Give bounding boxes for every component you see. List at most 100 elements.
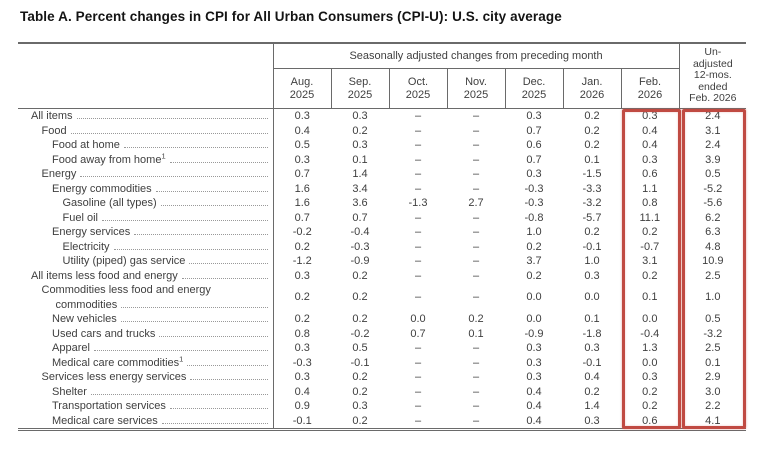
cell-month-4: -0.9 [524,327,544,340]
cell-unadjusted-12mo: -3.2 [678,326,747,341]
table-row: Commodities less food and energy commodit… [18,283,747,312]
cell-month-0: 0.8 [294,327,310,340]
cell-month-2: – [414,110,422,122]
month-header-row: Aug. 2025 Sep. 2025 Oct. 2025 Nov. 2025 Dec. 2025… [18,68,746,109]
cell-month-3: – [472,342,480,354]
cell-month-4: 0.2 [526,240,542,253]
leader-dots [190,379,268,380]
unadjusted-column-header: Un- adjusted 12-mos. ended Feb. 2026 [678,43,747,109]
cell-month-1: -0.1 [350,356,370,369]
cell-month-5: -0.1 [582,240,602,253]
cell-month-4: 1.0 [526,226,542,238]
cell-month-0: -0.3 [292,356,312,369]
cell-month-0: 0.5 [294,139,310,151]
cell-month-5: 1.4 [584,400,600,412]
cell-unadjusted-12mo: 2.2 [678,399,747,414]
cell-month-2: – [414,240,422,253]
cell-unadjusted-12mo: 0.5 [678,167,747,182]
cell-month-6: 0.0 [642,356,658,369]
cell-month-0: 0.4 [294,124,310,137]
row-label: Transportation services [18,399,274,414]
row-label: Used cars and trucks [18,326,274,341]
row-label: Food away from home1 [18,152,274,167]
cell-month-4: 0.2 [526,269,542,282]
cell-month-4: 3.7 [526,255,542,267]
cell-month-6: -0.4 [640,327,660,340]
column-header-jan-2026: Jan. 2026 [562,68,621,109]
cell-month-3: – [472,226,480,238]
row-label: New vehicles [18,312,274,327]
cell-month-6: 0.2 [642,385,658,398]
leader-dots [134,234,268,235]
cell-month-6: 0.3 [642,153,658,166]
cell-month-0: 0.3 [294,110,310,122]
leader-dots [169,161,268,163]
cell-month-5: -0.1 [582,356,602,369]
table-row: Services less energy services 0.3 0.2 – – 0.3… [18,370,747,385]
cell-month-4: -0.3 [524,182,544,195]
column-header-aug-2025: Aug. 2025 [273,68,331,109]
table-row: Electricity 0.2 -0.3 – – 0.2 -0.1 -0.7 4.8 [18,239,747,254]
column-header-feb-2026: Feb. 2026 [620,68,680,109]
cell-month-4: 0.3 [526,168,542,180]
leader-dots [160,205,268,206]
cell-month-1: 0.7 [352,211,368,224]
table-row: Food 0.4 0.2 – – 0.7 0.2 0.4 3.1 [18,123,747,138]
row-label: Utility (piped) gas service [18,254,274,269]
cell-month-0: -0.1 [292,414,312,427]
cell-month-5: 0.1 [584,313,600,325]
leader-dots [70,132,268,134]
cell-month-6: -0.7 [640,240,660,253]
table-row: Apparel 0.3 0.5 – – 0.3 0.3 1.3 2.5 [18,341,747,356]
cell-unadjusted-12mo: 2.4 [678,138,747,153]
cell-month-1: 0.2 [352,414,368,427]
cell-month-1: 3.6 [352,197,368,209]
cell-month-6: 0.3 [642,371,658,383]
cell-month-3: 0.1 [468,327,484,340]
cell-month-2: -1.3 [408,197,428,209]
leader-dots [159,335,268,337]
leader-dots [113,248,268,250]
cell-month-6: 0.1 [642,291,658,304]
cell-month-3: – [472,153,480,166]
cell-month-0: 0.7 [294,211,310,224]
cell-month-6: 11.1 [639,211,661,224]
cell-month-0: -0.2 [292,226,312,238]
table-row: Gasoline (all types) 1.6 3.6 -1.3 2.7 -0.3 -3.… [18,196,747,211]
cell-month-5: 0.4 [584,371,600,383]
cell-month-4: 0.4 [526,414,542,427]
cell-month-4: 0.0 [526,313,542,325]
page-title: Table A. Percent changes in CPI for All … [20,9,562,24]
cell-month-1: -0.4 [350,226,370,238]
cell-month-2: – [414,139,422,151]
row-label: Medical care commodities1 [18,355,274,370]
leader-dots [181,277,268,279]
table-row: All items less food and energy 0.3 0.2 – – 0.… [18,268,747,283]
cell-month-4: 0.3 [526,371,542,383]
cell-unadjusted-12mo: 4.1 [678,413,747,430]
cell-month-1: 0.2 [352,385,368,398]
table-row: Energy services -0.2 -0.4 – – 1.0 0.2 0.2 6.3 [18,225,747,240]
table-body: All items 0.3 0.3 – – 0.3 0.2 0.3 2.4 Food 0.4 0.2 –… [18,108,747,430]
column-header-nov-2025: Nov. 2025 [446,68,505,109]
cell-month-4: 0.6 [526,139,542,151]
cell-month-1: 0.2 [352,124,368,137]
cell-month-3: 2.7 [468,197,484,209]
cell-month-3: – [472,400,480,412]
cell-month-0: -1.2 [292,255,312,267]
cell-unadjusted-12mo: 2.9 [678,370,747,385]
cpi-table: Seasonally adjusted changes from precedi… [18,42,747,431]
cell-month-6: 1.1 [642,182,658,195]
cell-month-5: -3.2 [582,197,602,209]
cell-month-6: 3.1 [642,255,658,267]
cell-month-1: 0.2 [352,291,368,304]
cell-month-3: – [472,211,480,224]
cell-month-4: 0.3 [526,342,542,354]
leader-dots [121,306,268,308]
table-row: Transportation services 0.9 0.3 – – 0.4 1.4 0.2… [18,399,747,414]
cell-month-4: 0.4 [526,385,542,398]
cell-month-0: 0.2 [294,291,310,304]
cell-month-1: -0.3 [350,240,370,253]
cell-month-0: 0.9 [294,400,310,412]
cell-month-0: 0.3 [294,153,310,166]
